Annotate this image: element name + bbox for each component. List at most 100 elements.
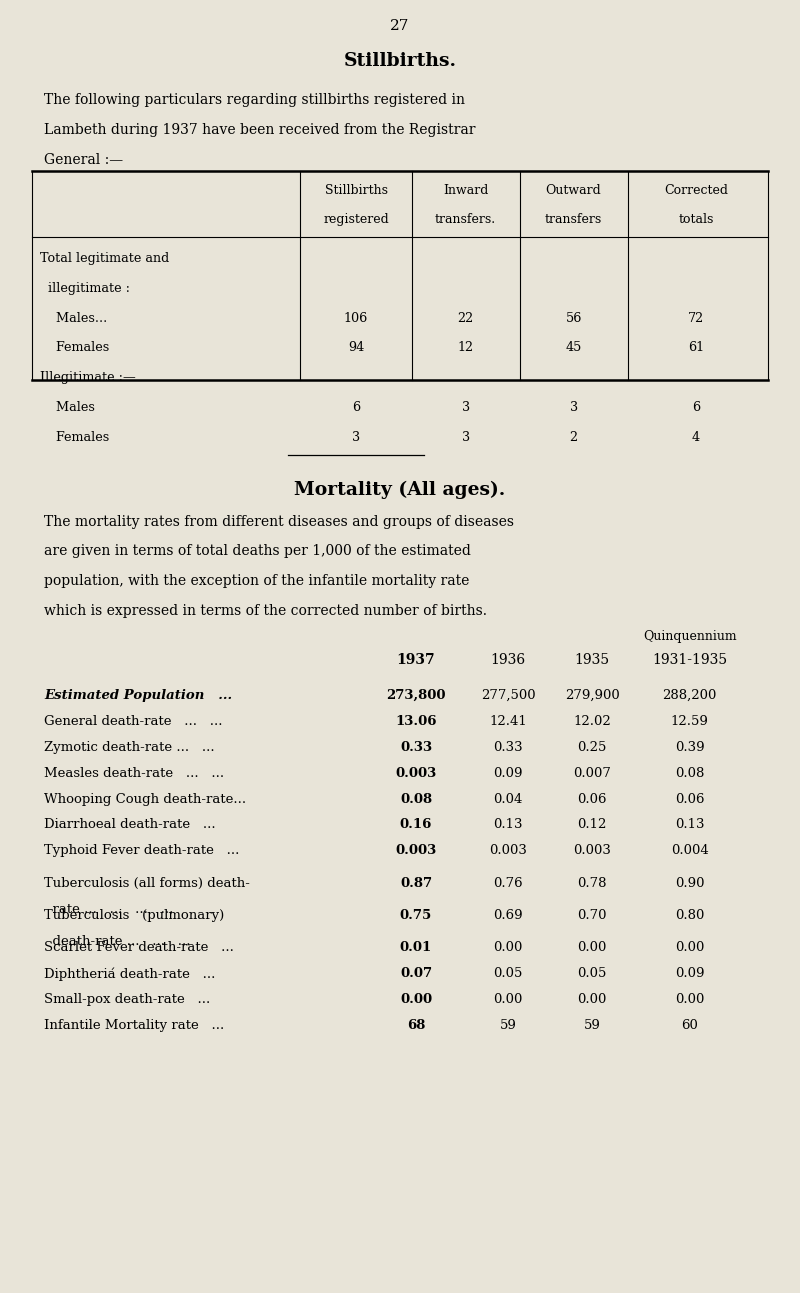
Text: 0.16: 0.16 <box>400 818 432 831</box>
Text: 0.00: 0.00 <box>578 941 606 954</box>
Text: 0.04: 0.04 <box>494 793 522 806</box>
Text: 12.59: 12.59 <box>670 715 709 728</box>
Text: 0.25: 0.25 <box>578 741 606 754</box>
Text: 12.41: 12.41 <box>489 715 527 728</box>
Text: transfers.: transfers. <box>435 213 496 226</box>
Text: 6: 6 <box>692 401 700 414</box>
Text: registered: registered <box>323 213 389 226</box>
Text: 0.90: 0.90 <box>675 877 704 890</box>
Text: Females: Females <box>40 431 110 443</box>
Text: 56: 56 <box>566 312 582 325</box>
Text: 0.06: 0.06 <box>675 793 704 806</box>
Text: 27: 27 <box>390 19 410 34</box>
Text: 0.80: 0.80 <box>675 909 704 922</box>
Text: Measles death-rate   ...   ...: Measles death-rate ... ... <box>44 767 224 780</box>
Text: Whooping Cough death-rate...: Whooping Cough death-rate... <box>44 793 246 806</box>
Text: 0.08: 0.08 <box>400 793 432 806</box>
Text: The following particulars regarding stillbirths registered in: The following particulars regarding stil… <box>44 93 465 107</box>
Text: 0.87: 0.87 <box>400 877 432 890</box>
Text: 94: 94 <box>348 341 364 354</box>
Text: 12: 12 <box>458 341 474 354</box>
Text: Small-pox death-rate   ...: Small-pox death-rate ... <box>44 993 210 1006</box>
Text: Stillbirths.: Stillbirths. <box>343 52 457 70</box>
Text: 2: 2 <box>570 431 578 443</box>
Text: 0.78: 0.78 <box>578 877 606 890</box>
Text: 273,800: 273,800 <box>386 689 446 702</box>
Text: Total legitimate and: Total legitimate and <box>40 252 170 265</box>
Text: Inward: Inward <box>443 184 488 197</box>
Text: 0.003: 0.003 <box>573 844 611 857</box>
Text: 1931-1935: 1931-1935 <box>652 653 727 667</box>
Text: death-rate ...   ...   ...: death-rate ... ... ... <box>44 935 190 948</box>
Text: 13.06: 13.06 <box>395 715 437 728</box>
Text: 0.69: 0.69 <box>493 909 523 922</box>
Text: General :—: General :— <box>44 153 123 167</box>
Text: Corrected: Corrected <box>664 184 728 197</box>
Text: 0.12: 0.12 <box>578 818 606 831</box>
Text: Tuberculosis   (pulmonary): Tuberculosis (pulmonary) <box>44 909 224 922</box>
Text: 61: 61 <box>688 341 704 354</box>
Text: 279,900: 279,900 <box>565 689 619 702</box>
Text: 72: 72 <box>688 312 704 325</box>
Text: 68: 68 <box>407 1019 425 1032</box>
Text: transfers: transfers <box>545 213 602 226</box>
Text: 0.33: 0.33 <box>493 741 523 754</box>
Text: 3: 3 <box>352 431 360 443</box>
Text: 0.33: 0.33 <box>400 741 432 754</box>
Text: 277,500: 277,500 <box>481 689 535 702</box>
Text: 45: 45 <box>566 341 582 354</box>
Text: General death-rate   ...   ...: General death-rate ... ... <box>44 715 222 728</box>
Text: 0.004: 0.004 <box>670 844 709 857</box>
Text: 0.003: 0.003 <box>395 844 437 857</box>
Text: Typhoid Fever death-rate   ...: Typhoid Fever death-rate ... <box>44 844 239 857</box>
Text: 0.06: 0.06 <box>578 793 606 806</box>
Text: 6: 6 <box>352 401 360 414</box>
Text: Diarrhoeal death-rate   ...: Diarrhoeal death-rate ... <box>44 818 216 831</box>
Text: 0.00: 0.00 <box>400 993 432 1006</box>
Text: 0.00: 0.00 <box>675 993 704 1006</box>
Text: 0.007: 0.007 <box>573 767 611 780</box>
Text: 3: 3 <box>462 431 470 443</box>
Text: Zymotic death-rate ...   ...: Zymotic death-rate ... ... <box>44 741 214 754</box>
Text: Estimated Population   ...: Estimated Population ... <box>44 689 232 702</box>
Text: 22: 22 <box>458 312 474 325</box>
Text: Lambeth during 1937 have been received from the Registrar: Lambeth during 1937 have been received f… <box>44 123 475 137</box>
Text: 0.00: 0.00 <box>494 993 522 1006</box>
Text: 0.003: 0.003 <box>395 767 437 780</box>
Text: 0.13: 0.13 <box>675 818 704 831</box>
Text: which is expressed in terms of the corrected number of births.: which is expressed in terms of the corre… <box>44 604 487 618</box>
Text: 0.05: 0.05 <box>494 967 522 980</box>
Text: 3: 3 <box>570 401 578 414</box>
Text: 59: 59 <box>499 1019 517 1032</box>
Text: population, with the exception of the infantile mortality rate: population, with the exception of the in… <box>44 574 470 588</box>
Text: 1936: 1936 <box>490 653 526 667</box>
Text: 0.09: 0.09 <box>494 767 522 780</box>
Text: 0.00: 0.00 <box>578 993 606 1006</box>
Text: The mortality rates from different diseases and groups of diseases: The mortality rates from different disea… <box>44 515 514 529</box>
Text: Infantile Mortality rate   ...: Infantile Mortality rate ... <box>44 1019 224 1032</box>
Text: are given in terms of total deaths per 1,000 of the estimated: are given in terms of total deaths per 1… <box>44 544 471 559</box>
Text: 0.05: 0.05 <box>578 967 606 980</box>
Text: 0.00: 0.00 <box>675 941 704 954</box>
Text: Females: Females <box>40 341 110 354</box>
Text: 0.07: 0.07 <box>400 967 432 980</box>
Text: 106: 106 <box>344 312 368 325</box>
Text: Illegitimate :—: Illegitimate :— <box>40 371 136 384</box>
Text: Males...: Males... <box>40 312 107 325</box>
Text: Scarlet Fever death-rate   ...: Scarlet Fever death-rate ... <box>44 941 234 954</box>
Text: 0.75: 0.75 <box>400 909 432 922</box>
Text: 0.13: 0.13 <box>494 818 522 831</box>
Text: 1937: 1937 <box>397 653 435 667</box>
Text: 60: 60 <box>681 1019 698 1032</box>
Text: Tuberculosis (all forms) death-: Tuberculosis (all forms) death- <box>44 877 250 890</box>
Text: rate ...   ...   ...   ...: rate ... ... ... ... <box>44 903 174 915</box>
Text: 12.02: 12.02 <box>573 715 611 728</box>
Text: 59: 59 <box>583 1019 601 1032</box>
Text: Outward: Outward <box>546 184 602 197</box>
Text: 288,200: 288,200 <box>662 689 717 702</box>
Text: illegitimate :: illegitimate : <box>40 282 130 295</box>
Text: 0.003: 0.003 <box>489 844 527 857</box>
Text: 1935: 1935 <box>574 653 610 667</box>
Text: Diphtheriá death-rate   ...: Diphtheriá death-rate ... <box>44 967 215 980</box>
Text: 0.09: 0.09 <box>675 967 704 980</box>
